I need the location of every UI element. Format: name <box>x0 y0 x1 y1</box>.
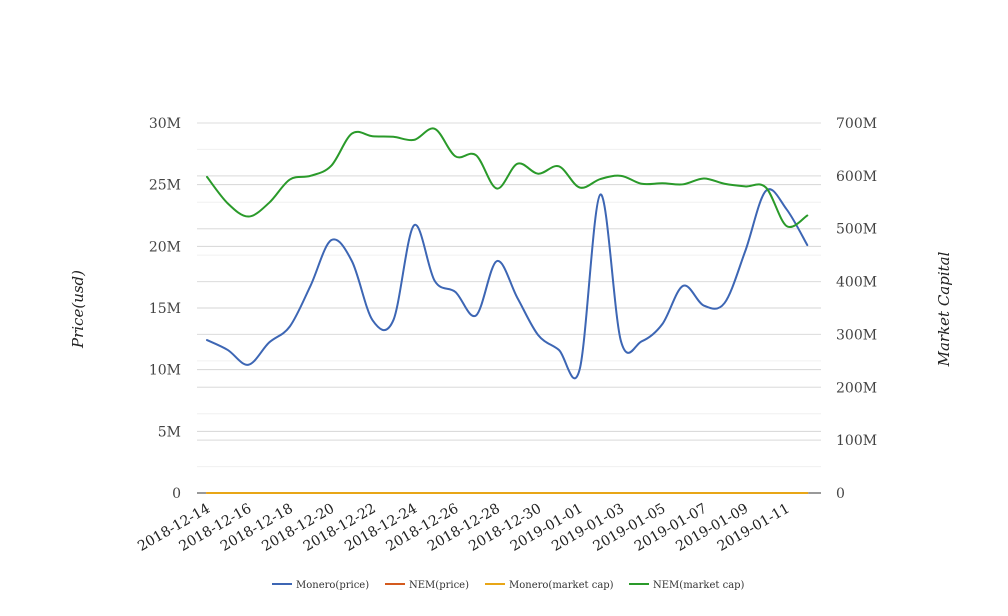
y-tick-label-left: 30M <box>149 116 181 132</box>
legend: Monero(price) NEM(price) Monero(market cap… <box>272 580 745 591</box>
series-line-monero-price <box>206 188 809 380</box>
y-tick-label-left: 20M <box>149 239 181 255</box>
y-tick-label-left: 5M <box>158 424 181 440</box>
legend-label: Monero(price) <box>296 580 369 591</box>
y-tick-label-right: 700M <box>836 116 877 132</box>
y-tick-label-right: 500M <box>836 222 877 238</box>
series-layer <box>206 127 809 495</box>
y-tick-label-left: 10M <box>149 363 181 379</box>
legend-item: NEM(market cap) <box>629 580 745 591</box>
legend-label: NEM(market cap) <box>653 580 745 591</box>
y-tick-label-right: 600M <box>836 169 877 185</box>
axis-layer: 0 5M 10M 15M 20M 25M 30M 0 100M 200M 300M 400M 500M 6… <box>135 116 877 555</box>
legend-item: NEM(price) <box>385 580 469 591</box>
legend-item: Monero(price) <box>272 580 369 591</box>
y-axis-title-left: Price(usd) <box>69 270 87 349</box>
y-tick-label-left: 0 <box>172 486 181 502</box>
legend-label: NEM(price) <box>409 580 469 591</box>
y-tick-label-right: 300M <box>836 327 877 343</box>
legend-item: Monero(market cap) <box>485 580 614 591</box>
y-axis-title-right: Market Capital <box>935 251 953 367</box>
y-tick-label-right: 400M <box>836 275 877 291</box>
y-tick-label-left: 15M <box>149 301 181 317</box>
y-tick-label-right: 0 <box>836 486 845 502</box>
series-line-nem-market-cap <box>206 127 809 229</box>
legend-label: Monero(market cap) <box>509 580 614 591</box>
y-tick-label-right: 200M <box>836 380 877 396</box>
y-tick-label-left: 25M <box>149 178 181 194</box>
y-tick-label-right: 100M <box>836 433 877 449</box>
